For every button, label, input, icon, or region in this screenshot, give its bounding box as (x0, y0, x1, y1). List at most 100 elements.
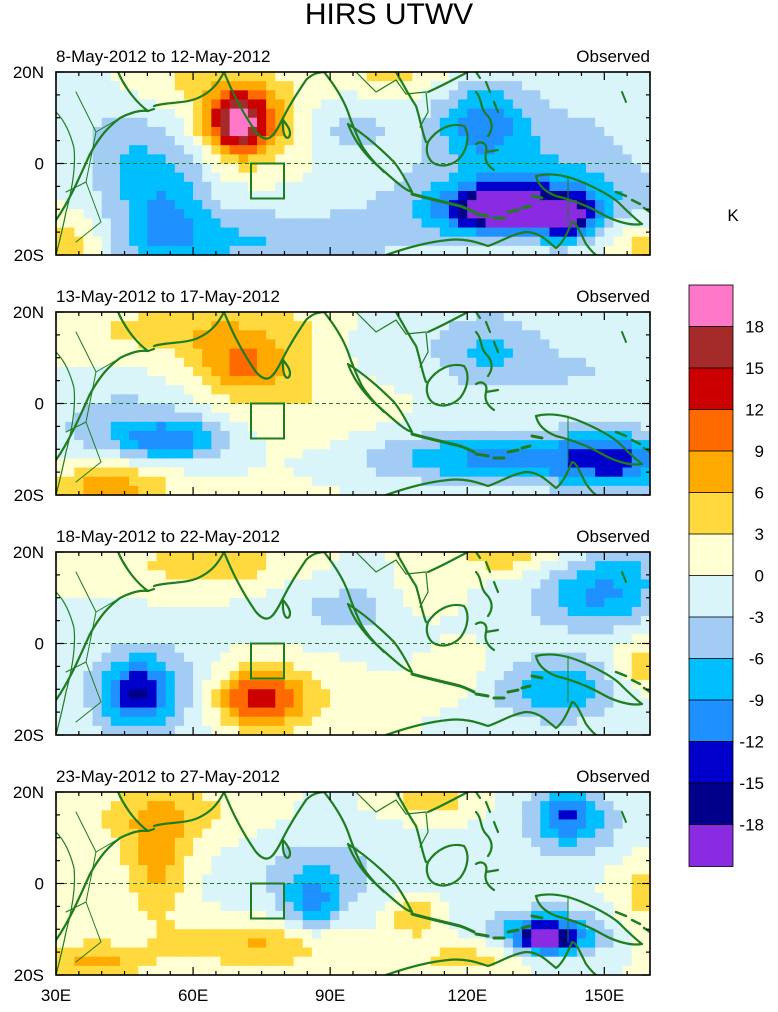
anomaly-cell (101, 689, 112, 699)
anomaly-cell (512, 561, 523, 571)
anomaly-cell (257, 570, 267, 581)
anomaly-cell (576, 163, 587, 174)
anomaly-cell (567, 467, 578, 478)
anomaly-cell (138, 467, 148, 478)
anomaly-cell (275, 154, 286, 165)
anomaly-cell (330, 707, 340, 718)
anomaly-cell (92, 245, 103, 255)
anomaly-cell (384, 597, 395, 608)
anomaly-cell (531, 218, 541, 229)
anomaly-cell (339, 154, 350, 165)
anomaly-cell (247, 670, 258, 681)
anomaly-cell (485, 190, 496, 201)
anomaly-cell (476, 236, 487, 247)
anomaly-cell (330, 698, 340, 709)
anomaly-cell (284, 965, 295, 975)
anomaly-cell (56, 126, 66, 137)
anomaly-cell (394, 218, 404, 229)
anomaly-cell (549, 570, 560, 581)
anomaly-cell (220, 357, 231, 368)
anomaly-cell (485, 145, 496, 155)
anomaly-cell (412, 837, 423, 848)
anomaly-cell (275, 321, 286, 331)
anomaly-cell (321, 421, 331, 432)
anomaly-cell (110, 421, 121, 432)
anomaly-cell (65, 865, 75, 875)
anomaly-cell (211, 245, 222, 255)
anomaly-cell (302, 485, 313, 495)
anomaly-cell (257, 476, 267, 487)
anomaly-cell (174, 485, 185, 495)
anomaly-cell (330, 725, 340, 735)
anomaly-cell (156, 227, 167, 238)
anomaly-cell (512, 689, 523, 699)
anomaly-cell (421, 403, 432, 414)
anomaly-cell (339, 236, 350, 247)
anomaly-cell (357, 670, 368, 681)
anomaly-cell (357, 920, 368, 930)
anomaly-cell (357, 394, 368, 405)
anomaly-cell (65, 801, 75, 811)
anomaly-cell (293, 467, 304, 478)
anomaly-cell (512, 72, 523, 82)
anomaly-cell (366, 163, 377, 174)
anomaly-cell (293, 920, 304, 930)
anomaly-cell (147, 828, 158, 839)
anomaly-cell (275, 625, 286, 635)
anomaly-cell (558, 330, 569, 341)
anomaly-cell (321, 245, 331, 255)
anomaly-cell (522, 190, 532, 201)
anomaly-cell (311, 467, 322, 478)
anomaly-cell (430, 172, 441, 183)
anomaly-cell (321, 725, 331, 735)
anomaly-cell (366, 801, 377, 811)
anomaly-cell (567, 330, 578, 341)
anomaly-cell (330, 792, 340, 802)
anomaly-cell (129, 725, 139, 735)
anomaly-cell (384, 707, 395, 718)
anomaly-cell (165, 588, 176, 599)
anomaly-cell (613, 467, 624, 478)
anomaly-cell (165, 725, 176, 735)
anomaly-cell (174, 707, 185, 718)
anomaly-cell (257, 412, 267, 423)
anomaly-cell (458, 458, 468, 469)
anomaly-cell (412, 72, 423, 82)
anomaly-cell (165, 449, 176, 459)
anomaly-cell (494, 707, 505, 718)
anomaly-cell (540, 707, 551, 718)
anomaly-cell (384, 810, 395, 821)
anomaly-cell (357, 172, 368, 183)
anomaly-cell (220, 90, 231, 101)
anomaly-cell (549, 81, 560, 91)
anomaly-cell (631, 716, 642, 727)
anomaly-cell (119, 810, 130, 821)
anomaly-cell (430, 597, 441, 608)
anomaly-cell (247, 689, 258, 699)
anomaly-cell (174, 339, 185, 350)
anomaly-cell (567, 339, 578, 350)
anomaly-cell (430, 698, 441, 709)
anomaly-cell (302, 357, 313, 368)
anomaly-cell (65, 643, 75, 654)
anomaly-cell (83, 385, 94, 395)
anomaly-cell (220, 154, 231, 165)
anomaly-cell (183, 597, 194, 608)
anomaly-cell (458, 81, 468, 91)
anomaly-cell (92, 625, 103, 635)
anomaly-cell (257, 616, 267, 626)
anomaly-cell (302, 108, 313, 119)
anomaly-cell (311, 99, 322, 110)
anomaly-cell (83, 72, 94, 82)
anomaly-cell (375, 126, 386, 137)
anomaly-cell (147, 597, 158, 608)
anomaly-cell (631, 218, 642, 229)
anomaly-cell (567, 136, 578, 146)
anomaly-cell (394, 856, 404, 866)
anomaly-cell (467, 579, 477, 590)
anomaly-cell (430, 339, 441, 350)
anomaly-cell (174, 552, 185, 562)
anomaly-cell (183, 810, 194, 821)
anomaly-cell (549, 227, 560, 238)
anomaly-cell (394, 819, 404, 830)
